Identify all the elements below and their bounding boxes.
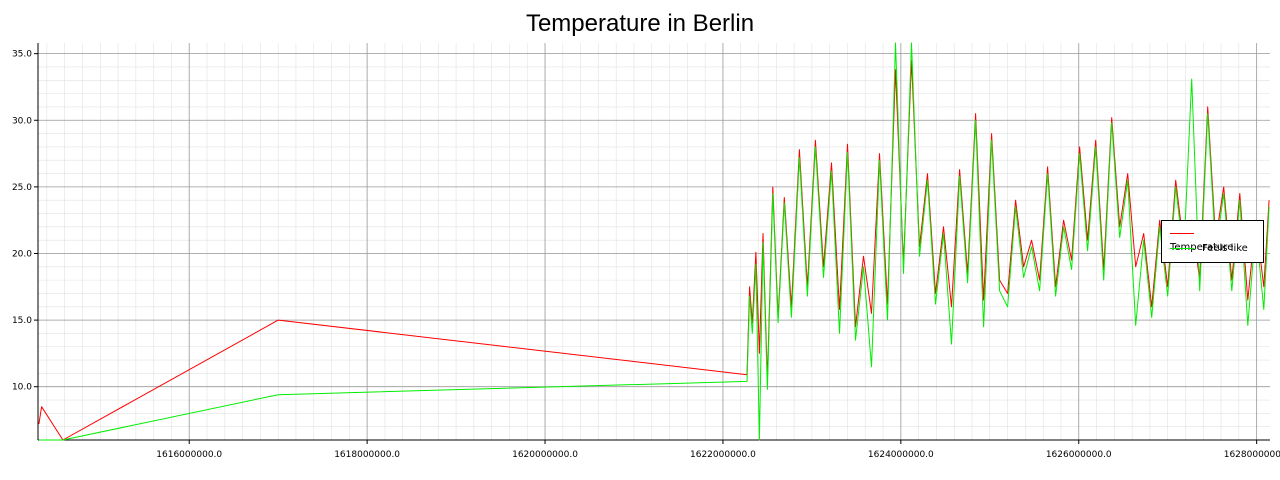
legend-item-temperature: Temperature (1170, 227, 1263, 253)
x-tick-label: 1628000000.0 (1224, 450, 1280, 460)
legend-label-feels-like: Feels like (1202, 243, 1248, 254)
y-tick-label: 15.0 (12, 316, 32, 326)
legend-item-feels-like: Feels like (1170, 242, 1248, 256)
x-tick-label: 1622000000.0 (690, 450, 756, 460)
legend-label-temperature: Temperature (1170, 242, 1234, 253)
minor-gridlines (38, 43, 1270, 441)
x-tick-label: 1620000000.0 (512, 450, 578, 460)
y-tick-label: 35.0 (12, 50, 32, 60)
legend-swatch-temperature (1170, 232, 1194, 234)
y-tick-label: 20.0 (12, 249, 32, 259)
x-tick-label: 1624000000.0 (868, 450, 934, 460)
x-tick-label: 1626000000.0 (1046, 450, 1112, 460)
major-gridlines (38, 43, 1270, 440)
y-tick-label: 30.0 (12, 116, 32, 126)
x-tick-label: 1618000000.0 (334, 450, 400, 460)
series-line-temperature (38, 59, 1270, 441)
axes (34, 43, 1270, 444)
legend-swatch-feels-like (1170, 247, 1194, 249)
y-tick-label: 25.0 (12, 183, 32, 193)
series-line-feels-like (38, 42, 1270, 441)
chart-title: Temperature in Berlin (525, 10, 755, 37)
y-tick-label: 10.0 (12, 383, 32, 393)
x-tick-label: 1616000000.0 (156, 450, 222, 460)
legend: Temperature Feels like (1161, 220, 1264, 263)
series-layer (38, 42, 1270, 441)
tick-labels: 1616000000.0 1618000000.0 1620000000.0 1622… (12, 50, 1280, 460)
